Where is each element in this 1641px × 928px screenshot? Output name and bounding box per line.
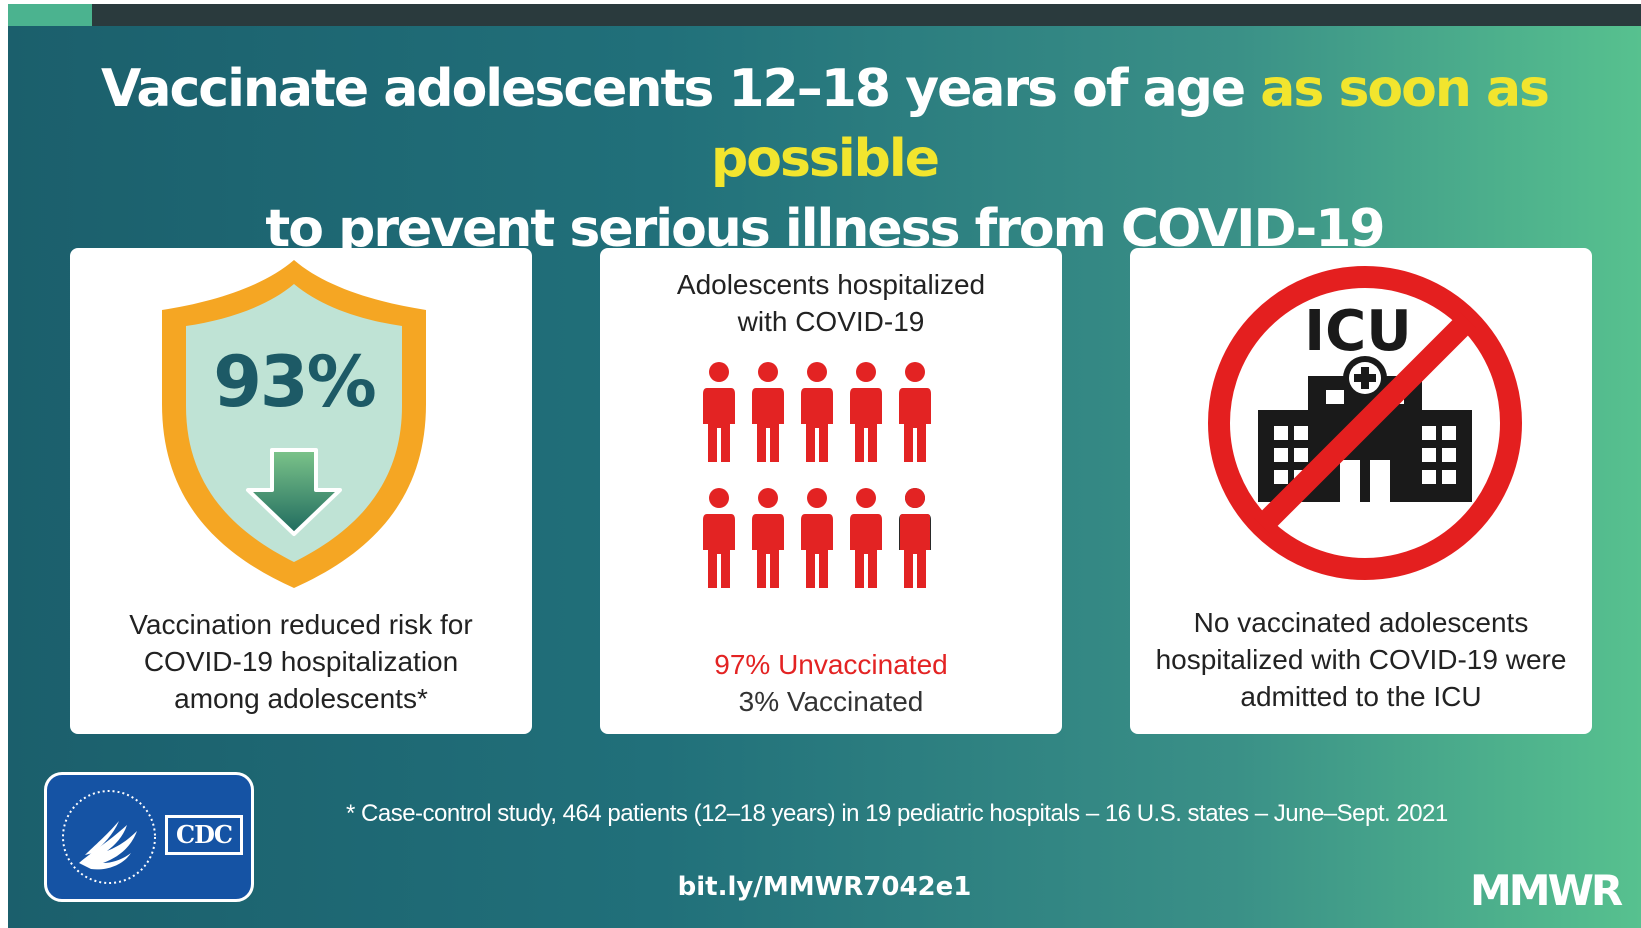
hhs-eagle-icon (62, 790, 156, 884)
footnote: * Case-control study, 464 patients (12–1… (346, 800, 1448, 827)
top-bar (92, 4, 1641, 26)
card-vaccine-effectiveness: 93% Vaccination reduced risk for COVID-1… (70, 248, 532, 734)
cdc-wordmark: CDC (165, 815, 243, 855)
shield-icon: 93% (162, 260, 426, 588)
shield-percent: 93% (213, 341, 375, 423)
mmwr-link[interactable]: bit.ly/MMWR7042e1 (677, 872, 972, 902)
person-icon (752, 488, 784, 588)
down-arrow-icon (246, 448, 342, 536)
person-icon (850, 362, 882, 462)
icu-label: ICU (1304, 299, 1411, 364)
stat-unvaccinated: 97% Unvaccinated (714, 649, 948, 680)
card3-caption: No vaccinated adolescents hospitalized w… (1130, 604, 1592, 715)
person-icon (850, 488, 882, 588)
person-icon (899, 362, 931, 462)
headline-line-1: Vaccinate adolescents 12–18 years of age… (8, 54, 1641, 194)
person-icon (703, 488, 735, 588)
icu-illustration: ICU (1208, 266, 1522, 580)
card2-title: Adolescents hospitalized with COVID-19 (600, 266, 1062, 340)
card3-caption-line: hospitalized with COVID-19 were (1155, 644, 1567, 675)
card-hospitalized: Adolescents hospitalized with COVID-19 9… (600, 248, 1062, 734)
people-pictogram (703, 362, 931, 588)
headline-highlight: as soon as possible (711, 59, 1550, 189)
top-accent-bar (8, 4, 92, 26)
card3-caption-line: No vaccinated adolescents (1193, 607, 1529, 638)
card1-caption-line: among adolescents* (174, 683, 428, 714)
card3-caption-line: admitted to the ICU (1240, 681, 1482, 712)
mmwr-logo: MMWR (1470, 866, 1623, 915)
person-icon (801, 362, 833, 462)
infographic-canvas: Vaccinate adolescents 12–18 years of age… (8, 4, 1641, 928)
card2-title-line: Adolescents hospitalized (676, 269, 986, 300)
headline-text: Vaccinate adolescents 12–18 years of age (100, 59, 1261, 119)
person-icon (899, 488, 931, 588)
person-icon (801, 488, 833, 588)
card1-caption-line: COVID-19 hospitalization (143, 646, 459, 677)
prohibited-icon (1208, 266, 1522, 580)
person-icon (703, 362, 735, 462)
stat-vaccinated: 3% Vaccinated (738, 686, 924, 717)
card1-caption: Vaccination reduced risk for COVID-19 ho… (70, 606, 532, 717)
card-icu: ICU No vaccinated adolescents hospitaliz… (1130, 248, 1592, 734)
card2-title-line: with COVID-19 (737, 306, 925, 337)
cdc-logo: CDC (44, 772, 254, 902)
person-icon (752, 362, 784, 462)
card1-caption-line: Vaccination reduced risk for (129, 609, 473, 640)
headline: Vaccinate adolescents 12–18 years of age… (8, 54, 1641, 264)
